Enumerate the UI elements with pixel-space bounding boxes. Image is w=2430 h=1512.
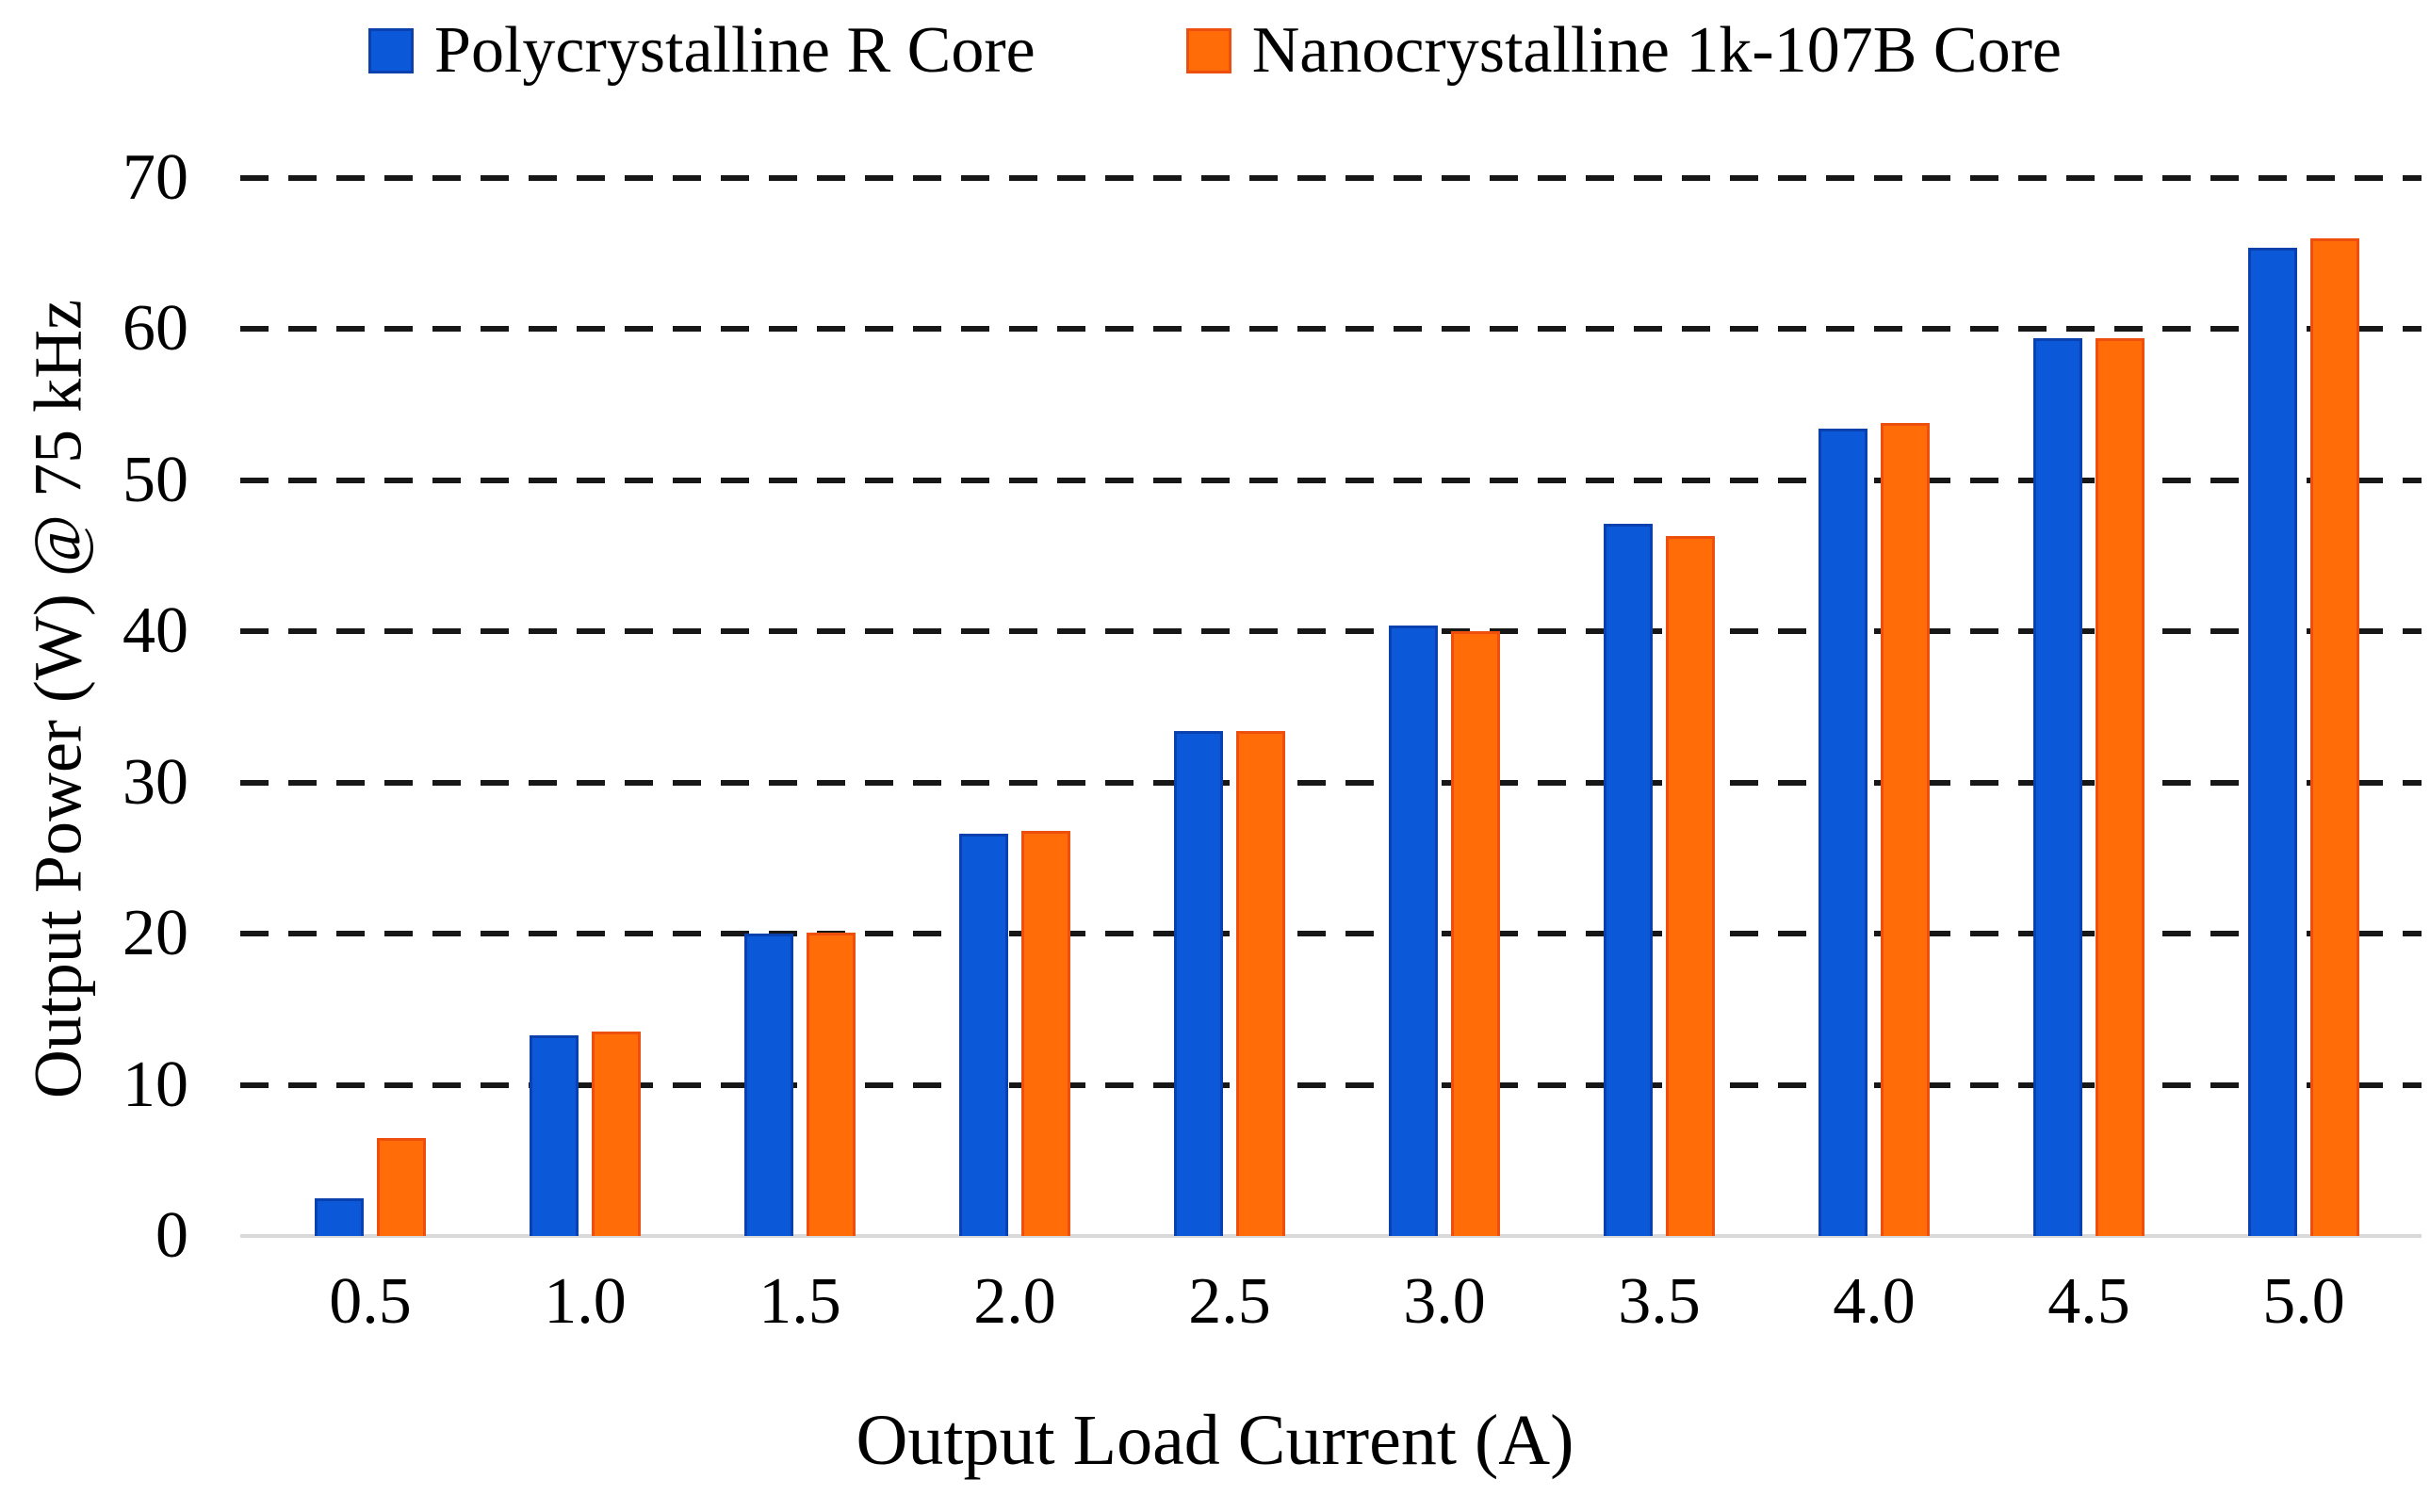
bar-series0-x0.5 <box>315 1197 364 1236</box>
y-tick-50: 50 <box>122 443 188 516</box>
legend-item-polycrystalline: Polycrystalline R Core <box>368 13 1036 89</box>
x-tick-3.0: 3.0 <box>1403 1265 1486 1338</box>
x-tick-5.0: 5.0 <box>2262 1265 2345 1338</box>
x-tick-1.0: 1.0 <box>544 1265 627 1338</box>
bar-series1-x3.0 <box>1451 631 1500 1236</box>
bar-series1-x3.5 <box>1666 536 1715 1236</box>
bar-series1-x4.0 <box>1881 422 1930 1236</box>
bar-series1-x5.0 <box>2310 238 2359 1236</box>
legend-label-nanocrystalline: Nanocrystalline 1k-107B Core <box>1251 14 2062 87</box>
bar-series1-x2.0 <box>1021 831 1070 1236</box>
bar-series0-x2.5 <box>1174 731 1223 1236</box>
bar-series1-x1.5 <box>807 932 856 1236</box>
bar-series1-x2.5 <box>1236 731 1285 1236</box>
x-tick-3.5: 3.5 <box>1618 1265 1701 1338</box>
x-tick-2.0: 2.0 <box>973 1265 1056 1338</box>
gridline-70 <box>240 175 2422 181</box>
legend-label-polycrystalline: Polycrystalline R Core <box>434 14 1036 87</box>
y-tick-40: 40 <box>122 594 188 668</box>
y-tick-30: 30 <box>122 745 188 819</box>
bar-series0-x1.5 <box>744 934 793 1236</box>
gridline-40 <box>240 628 2422 635</box>
x-tick-2.5: 2.5 <box>1188 1265 1271 1338</box>
bar-series0-x5.0 <box>2248 247 2297 1236</box>
gridline-10 <box>240 1081 2422 1088</box>
gridline-20 <box>240 931 2422 937</box>
legend: Polycrystalline R Core Nanocrystalline 1… <box>0 13 2430 89</box>
legend-item-nanocrystalline: Nanocrystalline 1k-107B Core <box>1185 13 2062 89</box>
bar-series1-x0.5 <box>377 1137 426 1236</box>
bar-series0-x1.0 <box>530 1034 579 1236</box>
x-tick-0.5: 0.5 <box>329 1265 412 1338</box>
x-tick-1.5: 1.5 <box>758 1265 841 1338</box>
y-tick-10: 10 <box>122 1048 188 1121</box>
legend-swatch-polycrystalline <box>368 28 415 73</box>
y-tick-70: 70 <box>122 141 188 214</box>
bar-series0-x4.5 <box>2033 338 2082 1236</box>
bar-series0-x4.0 <box>1818 429 1867 1236</box>
y-axis-title: Output Power (W) @ 75 kHz <box>20 299 96 1099</box>
x-axis-title: Output Load Current (A) <box>856 1401 1574 1480</box>
x-tick-4.5: 4.5 <box>2047 1265 2130 1338</box>
y-tick-20: 20 <box>122 897 188 970</box>
bar-series1-x4.5 <box>2096 338 2145 1236</box>
x-tick-4.0: 4.0 <box>1833 1265 1916 1338</box>
gridline-30 <box>240 779 2422 786</box>
bar-series0-x3.0 <box>1389 625 1438 1236</box>
x-axis-baseline <box>240 1234 2422 1238</box>
bar-series1-x1.0 <box>592 1032 641 1236</box>
gridline-60 <box>240 326 2422 333</box>
y-tick-0: 0 <box>155 1199 188 1272</box>
bar-series0-x3.5 <box>1604 524 1653 1236</box>
gridline-50 <box>240 477 2422 483</box>
plot-area <box>240 175 2422 1238</box>
legend-swatch-nanocrystalline <box>1185 28 1231 73</box>
y-tick-60: 60 <box>122 292 188 366</box>
bar-series0-x2.0 <box>959 834 1008 1236</box>
